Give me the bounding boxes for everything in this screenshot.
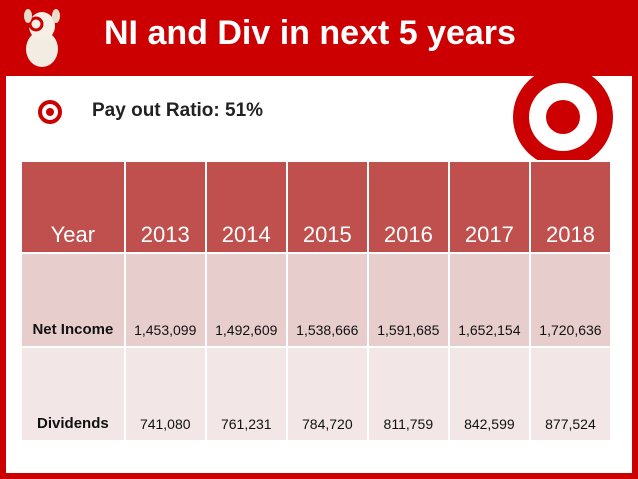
title-bar — [0, 0, 638, 76]
header-cell: 2014 — [204, 160, 288, 254]
dog-icon — [24, 9, 60, 67]
data-table: Year 2013 2014 2015 2016 2017 2018 Net Income 1… — [20, 160, 613, 442]
header-cell: 2015 — [285, 160, 369, 254]
row-label: Net Income — [20, 252, 126, 348]
cell: 1,538,666 — [285, 252, 369, 348]
header-cell: 2013 — [123, 160, 207, 254]
header-cell: 2017 — [447, 160, 531, 254]
row-label: Dividends — [20, 346, 126, 442]
title: NI and Div in next 5 years — [104, 14, 516, 52]
cell: 842,599 — [447, 346, 531, 442]
header-cell: 2016 — [366, 160, 450, 254]
header-cell: Year — [20, 160, 126, 254]
cell: 1,652,154 — [447, 252, 531, 348]
cell: 761,231 — [204, 346, 288, 442]
cell: 1,492,609 — [204, 252, 288, 348]
table-row: Dividends 741,080 761,231 784,720 811,759 842… — [20, 346, 613, 442]
table-row: Net Income 1,453,099 1,492,609 1,538,666 1,5… — [20, 252, 613, 348]
cell: 1,453,099 — [123, 252, 207, 348]
cell: 877,524 — [528, 346, 613, 442]
cell: 784,720 — [285, 346, 369, 442]
cell: 741,080 — [123, 346, 207, 442]
header-cell: 2018 — [528, 160, 613, 254]
bullet-icon — [38, 100, 62, 124]
target-logo — [513, 67, 613, 162]
cell: 811,759 — [366, 346, 450, 442]
cell: 1,591,685 — [366, 252, 450, 348]
bullet-text: Pay out Ratio: 51% — [92, 100, 264, 121]
header-row: Year 2013 2014 2015 2016 2017 2018 — [20, 160, 613, 254]
cell: 1,720,636 — [528, 252, 613, 348]
